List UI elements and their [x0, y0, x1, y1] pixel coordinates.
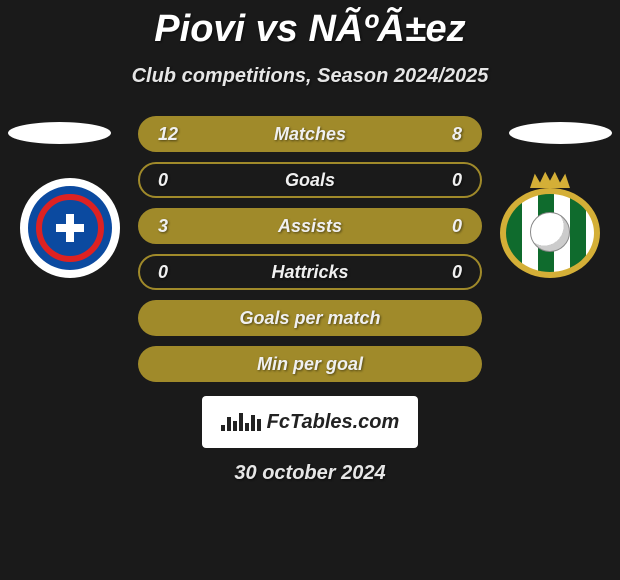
stat-label: Matches — [274, 124, 346, 145]
bars-icon — [221, 413, 261, 431]
stat-label: Goals — [285, 170, 335, 191]
date-text: 30 october 2024 — [0, 462, 620, 485]
stat-left-value: 3 — [158, 216, 184, 237]
stat-right-value: 0 — [436, 216, 462, 237]
bar-icon — [221, 425, 225, 431]
stat-left-value: 12 — [158, 124, 184, 145]
left-club-badge — [20, 178, 120, 278]
stat-label: Assists — [278, 216, 342, 237]
brand-text: FcTables.com — [267, 411, 400, 434]
right-player-ellipse — [509, 122, 612, 144]
stat-right-value: 8 — [436, 124, 462, 145]
bar-icon — [239, 413, 243, 431]
bar-icon — [227, 417, 231, 431]
fctables-badge[interactable]: FcTables.com — [202, 396, 418, 448]
stat-label: Min per goal — [257, 354, 363, 375]
bar-icon — [245, 423, 249, 431]
stat-row-matches: 12 Matches 8 — [138, 116, 482, 152]
left-player-ellipse — [8, 122, 111, 144]
comparison-area: 12 Matches 8 0 Goals 0 3 Assists 0 0 Hattricks 0 Goa… — [0, 116, 620, 382]
bar-icon — [251, 415, 255, 431]
bar-icon — [257, 419, 261, 431]
cruz-azul-icon — [20, 178, 120, 278]
stat-left-value: 0 — [158, 262, 184, 283]
santos-laguna-icon — [500, 178, 600, 278]
stat-right-value: 0 — [436, 170, 462, 191]
stat-row-assists: 3 Assists 0 — [138, 208, 482, 244]
stat-label: Hattricks — [271, 262, 348, 283]
stat-right-value: 0 — [436, 262, 462, 283]
bar-icon — [233, 421, 237, 431]
right-club-badge — [500, 178, 600, 278]
stat-row-min-per-goal: Min per goal — [138, 346, 482, 382]
page-title: Piovi vs NÃºÃ±ez — [0, 0, 620, 51]
stat-rows: 12 Matches 8 0 Goals 0 3 Assists 0 0 Hattricks 0 Goa… — [138, 116, 482, 382]
stat-left-value: 0 — [158, 170, 184, 191]
subtitle: Club competitions, Season 2024/2025 — [0, 65, 620, 88]
stat-row-goals-per-match: Goals per match — [138, 300, 482, 336]
stat-row-goals: 0 Goals 0 — [138, 162, 482, 198]
stat-row-hattricks: 0 Hattricks 0 — [138, 254, 482, 290]
stat-label: Goals per match — [239, 308, 380, 329]
